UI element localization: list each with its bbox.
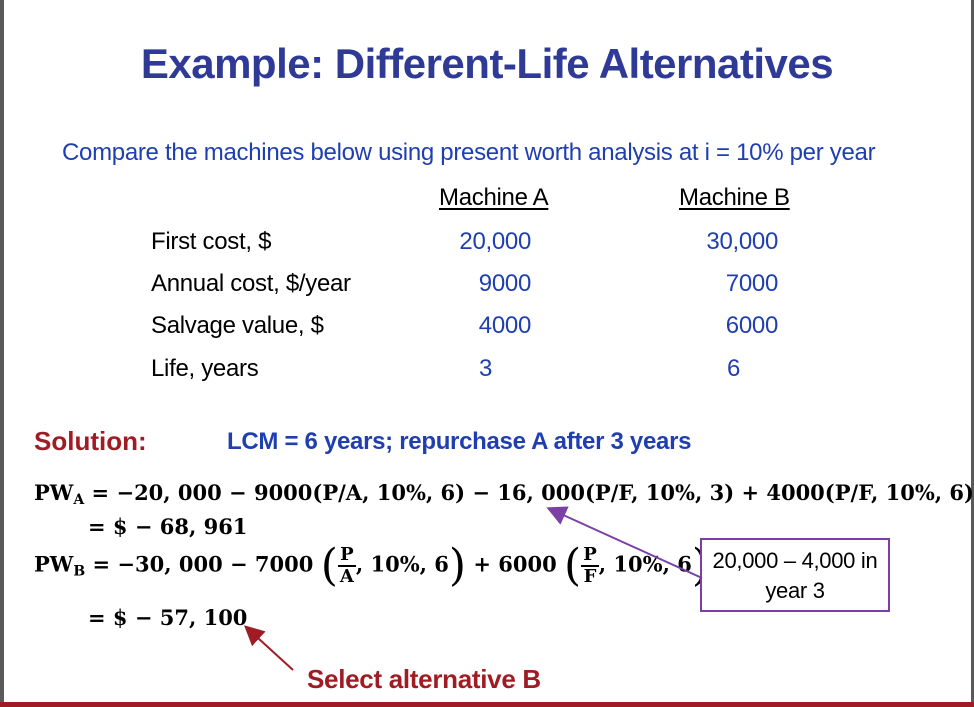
cell-b-annual-cost: 7000	[725, 270, 779, 297]
paren-open-2: (	[564, 540, 582, 591]
paren-open-1: (	[320, 540, 338, 591]
pwb-symbol: PW	[34, 551, 74, 577]
conclusion-text: Select alternative B	[307, 664, 541, 694]
pwb-expression-part2: + 6000	[466, 551, 557, 577]
frac1-denominator: A	[339, 566, 354, 587]
solution-summary: LCM = 6 years; repurchase A after 3 year…	[227, 428, 692, 455]
column-header-machine-a: Machine A	[439, 184, 549, 211]
equation-pwa-line1: PWA = −20, 000 − 9000(P/A, 10%, 6) − 16,…	[34, 480, 974, 508]
frac1-args: , 10%, 6	[355, 551, 449, 577]
row-label-salvage-value: Salvage value, $	[151, 312, 324, 339]
row-label-annual-cost: Annual cost, $/year	[151, 270, 351, 297]
slide-title: Example: Different-Life Alternatives	[140, 40, 834, 87]
cell-a-life: 3	[479, 355, 493, 382]
equation-pwb-result: = $ − 57, 100	[88, 605, 248, 630]
pwb-subscript: B	[73, 563, 86, 580]
frac2-denominator: F	[583, 566, 597, 587]
pwa-expression: = −20, 000 − 9000(P/A, 10%, 6) − 16, 000…	[84, 480, 974, 505]
slide-frame-right	[971, 0, 974, 707]
frac2-numerator: P	[581, 544, 599, 567]
cell-b-salvage-value: 6000	[725, 312, 779, 339]
cell-b-first-cost: 30,000	[706, 228, 778, 255]
cell-b-life: 6	[727, 355, 741, 382]
result-arrow	[244, 625, 294, 671]
slide-frame-bottom	[0, 702, 974, 707]
cell-a-first-cost: 20,000	[459, 228, 531, 255]
cell-a-annual-cost: 9000	[478, 270, 532, 297]
problem-statement: Compare the machines below using present…	[62, 139, 876, 166]
pwb-expression-part1: = −30, 000 − 7000	[85, 551, 314, 577]
slide-frame-left	[0, 0, 4, 707]
frac1-numerator: P	[337, 545, 356, 567]
column-header-machine-b: Machine B	[679, 184, 790, 211]
cell-a-salvage-value: 4000	[478, 312, 532, 339]
row-label-life: Life, years	[151, 355, 259, 382]
pwa-symbol: PW	[34, 480, 74, 505]
callout-box: 20,000 – 4,000 in year 3	[700, 538, 890, 612]
callout-line1: 20,000 – 4,000 in	[712, 548, 878, 573]
equation-pwb-line1: PWB = −30, 000 − 7000 (P A, 10%, 6) + 600…	[34, 544, 709, 588]
callout-line2: year 3	[765, 578, 825, 603]
equation-pwa-result: = $ − 68, 961	[88, 514, 248, 539]
row-label-first-cost: First cost, $	[151, 228, 272, 255]
frac2-args: , 10%, 6	[598, 551, 692, 577]
paren-close-1: )	[448, 540, 467, 591]
solution-label: Solution:	[34, 426, 147, 456]
pwa-subscript: A	[73, 492, 85, 508]
callout-arrow	[546, 506, 703, 579]
